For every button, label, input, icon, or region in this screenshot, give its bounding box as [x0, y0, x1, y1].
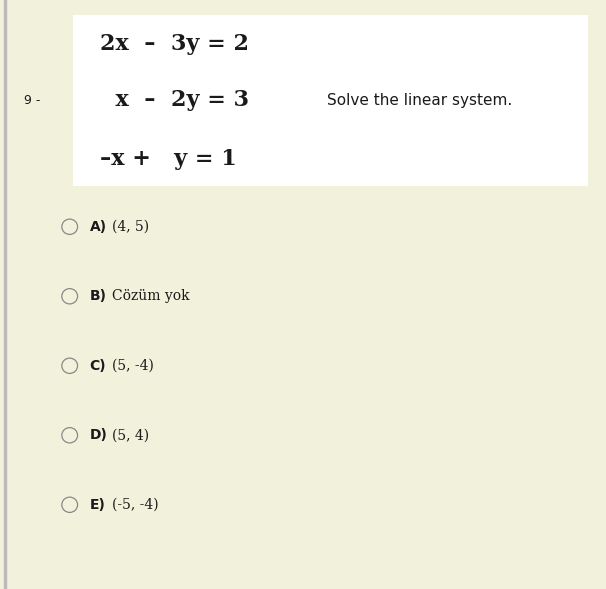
Text: Cözüm yok: Cözüm yok	[112, 289, 190, 303]
Text: x  –  2y = 3: x – 2y = 3	[100, 89, 249, 111]
Text: Solve the linear system.: Solve the linear system.	[327, 92, 513, 108]
Text: B): B)	[90, 289, 107, 303]
Circle shape	[62, 428, 78, 443]
Circle shape	[62, 497, 78, 512]
FancyBboxPatch shape	[73, 15, 588, 186]
Text: (5, 4): (5, 4)	[112, 428, 149, 442]
Text: 9 -: 9 -	[24, 94, 41, 107]
Text: (-5, -4): (-5, -4)	[112, 498, 159, 512]
Text: C): C)	[90, 359, 106, 373]
Text: (4, 5): (4, 5)	[112, 220, 149, 234]
Text: –x +   y = 1: –x + y = 1	[100, 148, 237, 170]
Circle shape	[62, 289, 78, 304]
Text: E): E)	[90, 498, 105, 512]
Text: 2x  –  3y = 2: 2x – 3y = 2	[100, 33, 249, 55]
Text: (5, -4): (5, -4)	[112, 359, 154, 373]
Circle shape	[62, 358, 78, 373]
Circle shape	[62, 219, 78, 234]
Text: D): D)	[90, 428, 107, 442]
Text: A): A)	[90, 220, 107, 234]
